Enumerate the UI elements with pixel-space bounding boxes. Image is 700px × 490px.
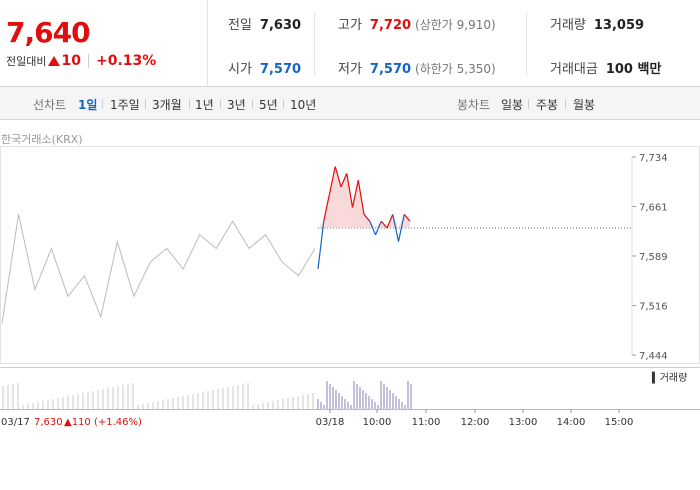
stat-high: 고가 7,720 (상한가 9,910) (338, 14, 496, 33)
tab-3month[interactable]: 3개월 (152, 98, 182, 112)
tab-1year[interactable]: 1년 (195, 98, 214, 112)
divider (189, 99, 190, 109)
tab-daily-candle[interactable]: 일봉 (501, 98, 524, 112)
volume-legend: ▍거래량 (651, 371, 687, 384)
prev-day-date: 03/17 (1, 417, 30, 428)
tab-weekly-candle[interactable]: 주봉 (536, 98, 559, 112)
today-line-segment (334, 166, 342, 188)
today-line-segment (317, 221, 325, 270)
prev-day-line (1, 214, 316, 324)
stat-label: 저가 (338, 62, 362, 77)
quote-header: 7,640 전일대비 10 +0.13% 전일 7,630 고가 7,720 (… (0, 0, 700, 87)
today-line-segment (392, 214, 400, 242)
data-source: 한국거래소(KRX) (1, 133, 83, 146)
stat-value: 7,570 (259, 62, 302, 77)
x-tick-label: 13:00 (509, 417, 538, 428)
x-tick-label: 11:00 (412, 417, 441, 428)
stat-amount: 거래대금 100 백만 (550, 58, 661, 77)
up-area-fill (318, 166, 410, 229)
stat-prev-close: 전일 7,630 (228, 14, 301, 33)
today-line-segment (374, 220, 382, 236)
tab-5year[interactable]: 5년 (259, 98, 278, 112)
candle-chart-label: 봉차트 (457, 98, 491, 112)
today-line-segment (357, 180, 365, 215)
tab-1day[interactable]: 1일 (78, 98, 98, 112)
y-tick-label: 7,661 (639, 203, 668, 214)
today-line-segment (323, 193, 331, 222)
change-value: 10 (61, 53, 81, 69)
quote-stats: 전일 7,630 고가 7,720 (상한가 9,910) 거래량 13,059… (208, 0, 700, 87)
today-line-segment (386, 214, 394, 229)
tab-3year[interactable]: 3년 (227, 98, 246, 112)
change-percent: +0.13% (95, 53, 157, 69)
price-box: 7,640 전일대비 10 +0.13% (0, 0, 208, 87)
x-tick-label: 03/18 (316, 417, 345, 428)
today-line-segment (403, 213, 411, 222)
line-chart-label: 선차트 (33, 98, 67, 112)
divider (102, 99, 103, 109)
current-price: 7,640 (6, 16, 91, 49)
stat-value: 100 백만 (605, 62, 662, 77)
divider (220, 99, 221, 109)
divider (528, 99, 529, 109)
tab-10year[interactable]: 10년 (290, 98, 317, 112)
price-change-row: 전일대비 10 +0.13% (6, 53, 156, 69)
chart-tab-bar: 선차트 1일 1주일 3개월 1년 3년 5년 10년 봉차트 일봉 주봉 월봉 (0, 87, 700, 120)
stat-label: 전일 (228, 18, 252, 33)
x-tick-label: 14:00 (557, 417, 586, 428)
today-line-segment (363, 213, 371, 222)
prev-day-close: 7,630 (34, 417, 63, 428)
y-tick-label: 7,589 (639, 252, 668, 263)
today-line-segment (346, 173, 354, 208)
today-line-segment (340, 173, 348, 188)
prev-day-change: ▲110 (+1.46%) (64, 417, 142, 428)
today-line-segment (397, 214, 405, 242)
tab-1week[interactable]: 1주일 (110, 98, 140, 112)
change-label: 전일대비 (6, 55, 47, 68)
today-line-segment (369, 220, 377, 236)
y-tick-label: 7,444 (639, 351, 668, 362)
stat-volume: 거래량 13,059 (550, 14, 644, 33)
plot-frame (0, 146, 700, 364)
stat-label: 시가 (228, 62, 252, 77)
stat-label: 고가 (338, 18, 362, 33)
today-line-segment (328, 166, 336, 194)
stat-label: 거래량 (550, 18, 586, 33)
tab-monthly-candle[interactable]: 월봉 (573, 98, 596, 112)
x-tick-label: 10:00 (363, 417, 392, 428)
stat-open: 시가 7,570 (228, 58, 301, 77)
today-line-segment (380, 220, 388, 229)
divider (565, 99, 566, 109)
divider (252, 99, 253, 109)
stat-value: 13,059 (593, 18, 645, 33)
stat-label: 거래대금 (550, 62, 598, 77)
today-line-segment (351, 180, 359, 208)
y-tick-label: 7,734 (639, 153, 668, 164)
divider (87, 54, 89, 68)
lower-limit: (하한가 5,350) (415, 62, 496, 76)
divider (314, 12, 315, 76)
stat-low: 저가 7,570 (하한가 5,350) (338, 58, 496, 77)
volume-bars (2, 381, 412, 409)
upper-limit: (상한가 9,910) (415, 18, 496, 32)
y-tick-label: 7,516 (639, 302, 668, 313)
up-triangle-icon (48, 56, 61, 66)
divider (145, 99, 146, 109)
x-tick-label: 15:00 (605, 417, 634, 428)
x-tick-label: 12:00 (461, 417, 490, 428)
divider (283, 99, 284, 109)
stat-value: 7,630 (259, 18, 302, 33)
stat-value: 7,570 (369, 62, 412, 77)
stat-value: 7,720 (369, 18, 412, 33)
divider (526, 12, 527, 76)
